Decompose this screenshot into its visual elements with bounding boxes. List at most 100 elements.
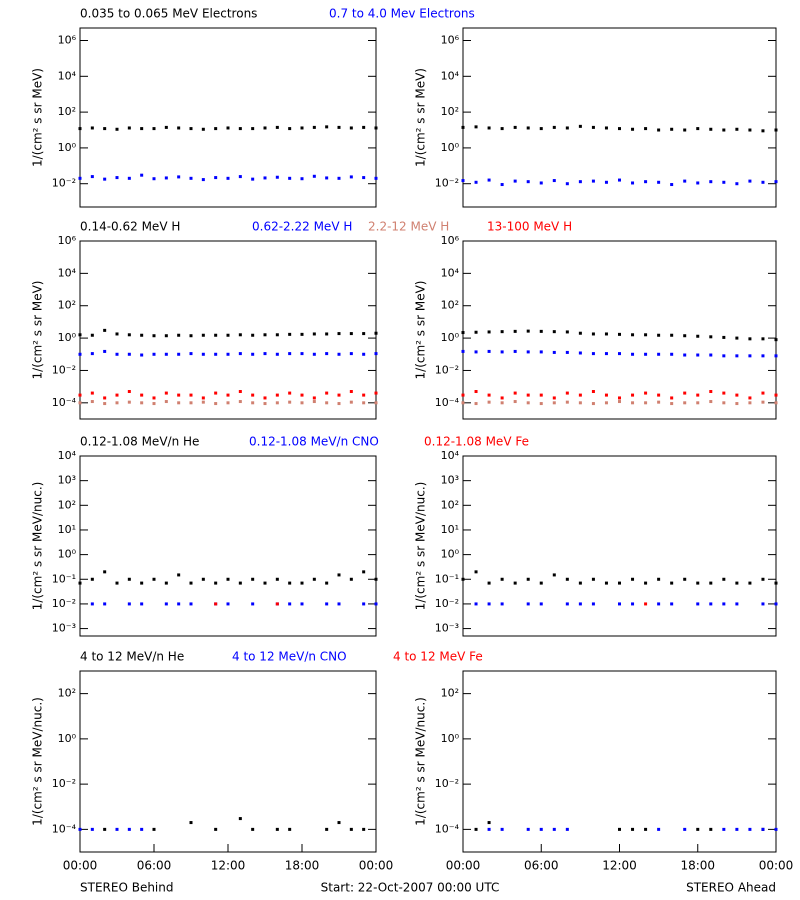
data-point (177, 175, 181, 179)
data-point (115, 827, 119, 831)
data-point (748, 827, 752, 831)
data-point (565, 391, 569, 395)
data-point (487, 581, 491, 585)
legend-entry: 0.12-1.08 MeV Fe (424, 435, 529, 449)
data-point (214, 352, 218, 356)
plot-frame (462, 455, 777, 637)
y-tick-label: 10² (441, 498, 459, 511)
data-point (275, 175, 279, 179)
data-point (164, 581, 168, 585)
data-point (618, 332, 621, 336)
data-point (214, 176, 218, 180)
data-point (300, 352, 304, 356)
data-point (683, 577, 687, 581)
data-point (312, 400, 316, 404)
data-point (461, 349, 465, 353)
data-point (214, 127, 218, 131)
plot-frame (79, 455, 377, 637)
data-point (300, 581, 304, 585)
y-tick-label: 10⁻³ (52, 622, 76, 635)
data-point (539, 402, 543, 406)
data-point (618, 396, 621, 400)
y-tick-label: 10⁶ (58, 234, 77, 247)
data-point (774, 393, 778, 397)
data-point (709, 602, 713, 606)
data-point (337, 821, 341, 825)
data-point (288, 391, 292, 395)
data-point (657, 352, 661, 356)
data-point (591, 352, 595, 356)
footer-center: Start: 22-Oct-2007 00:00 UTC (321, 881, 500, 895)
data-point (670, 402, 674, 406)
data-point (487, 602, 491, 606)
data-point (709, 390, 713, 394)
data-point (644, 391, 648, 395)
data-point (226, 602, 230, 606)
data-point (312, 396, 316, 400)
data-point (275, 577, 279, 581)
data-point (238, 175, 242, 179)
data-point (487, 330, 491, 334)
data-point (565, 126, 569, 130)
data-point (263, 581, 267, 585)
data-point (474, 827, 478, 831)
data-point (657, 128, 661, 132)
data-point (735, 354, 739, 358)
data-point (103, 396, 107, 400)
data-point (201, 400, 205, 404)
data-point (263, 402, 267, 406)
data-point (103, 127, 107, 131)
data-point (312, 352, 316, 356)
data-point (337, 602, 341, 606)
data-point (761, 354, 765, 358)
data-point (774, 338, 778, 342)
data-point (374, 176, 378, 180)
data-point (127, 333, 131, 337)
y-tick-label: 10¹ (58, 523, 76, 536)
data-point (696, 353, 700, 357)
data-point (300, 177, 304, 181)
data-point (604, 332, 608, 336)
legend-entry: 0.62-2.22 MeV H (252, 220, 352, 234)
data-point (300, 602, 304, 606)
data-point (591, 125, 595, 129)
y-tick-label: 10⁻¹ (435, 572, 459, 585)
data-point (103, 402, 107, 406)
data-point (325, 391, 329, 395)
data-point (349, 126, 353, 130)
data-point (774, 602, 778, 606)
y-tick-label: 10⁻² (52, 177, 76, 190)
data-point (362, 125, 366, 129)
data-point (513, 400, 517, 404)
data-point (189, 581, 193, 585)
data-point (618, 178, 621, 182)
data-point (90, 126, 94, 130)
data-point (374, 391, 378, 395)
data-point (604, 401, 608, 405)
data-point (487, 827, 491, 831)
data-point (362, 401, 366, 405)
y-tick-label: 10⁻² (435, 597, 459, 610)
data-point (115, 401, 119, 405)
data-point (78, 401, 82, 405)
data-point (539, 350, 543, 354)
data-point (696, 581, 700, 585)
data-point (591, 402, 595, 406)
data-point (461, 401, 465, 405)
data-point (275, 401, 279, 405)
data-point (722, 354, 726, 358)
data-point (127, 400, 131, 404)
data-point (312, 577, 316, 581)
data-point (115, 393, 119, 397)
y-tick-label: 10⁰ (58, 331, 77, 344)
data-point (644, 127, 648, 131)
data-point (591, 602, 595, 606)
data-point (325, 332, 329, 336)
data-point (461, 179, 465, 183)
data-point (177, 333, 181, 337)
data-point (539, 329, 543, 333)
data-point (349, 390, 353, 394)
legend-entry: 0.12-1.08 MeV/n CNO (249, 435, 379, 449)
data-point (201, 333, 205, 337)
data-point (526, 827, 530, 831)
